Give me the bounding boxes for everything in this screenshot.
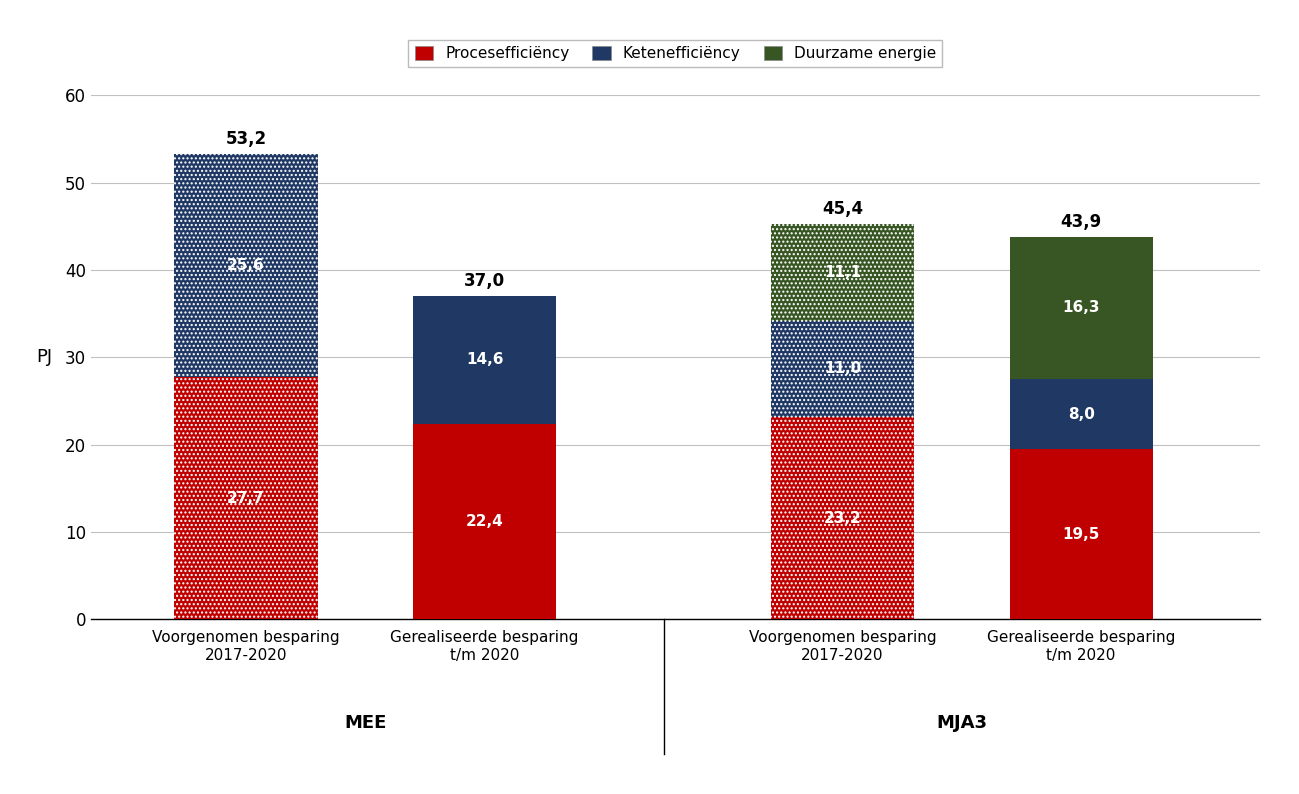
Bar [1009,237,1152,380]
Bar [770,224,914,321]
Text: 25,6: 25,6 [227,258,265,273]
Bar [413,296,556,424]
Text: 14,6: 14,6 [466,353,503,368]
Bar [770,417,914,619]
Text: 37,0: 37,0 [464,272,505,290]
Bar [1009,449,1152,619]
Text: 22,4: 22,4 [466,514,504,529]
Text: MJA3: MJA3 [937,714,987,732]
Bar [174,154,317,377]
Text: 53,2: 53,2 [226,129,266,148]
Text: 11,0: 11,0 [824,361,861,376]
Bar [1009,379,1152,449]
Text: 43,9: 43,9 [1060,213,1102,230]
Legend: Procesefficiëncy, Ketenefficiëncy, Duurzame energie: Procesefficiëncy, Ketenefficiëncy, Duurz… [408,40,943,67]
Text: 11,1: 11,1 [824,264,861,279]
Text: 27,7: 27,7 [227,491,265,506]
Bar [770,321,914,417]
Y-axis label: PJ: PJ [36,349,52,366]
Bar [174,377,317,619]
Text: 45,4: 45,4 [822,199,863,218]
Text: 16,3: 16,3 [1063,300,1100,315]
Text: MEE: MEE [344,714,387,732]
Text: 8,0: 8,0 [1068,407,1095,422]
Text: 23,2: 23,2 [824,511,861,526]
Bar [413,424,556,619]
Text: 19,5: 19,5 [1063,526,1100,542]
